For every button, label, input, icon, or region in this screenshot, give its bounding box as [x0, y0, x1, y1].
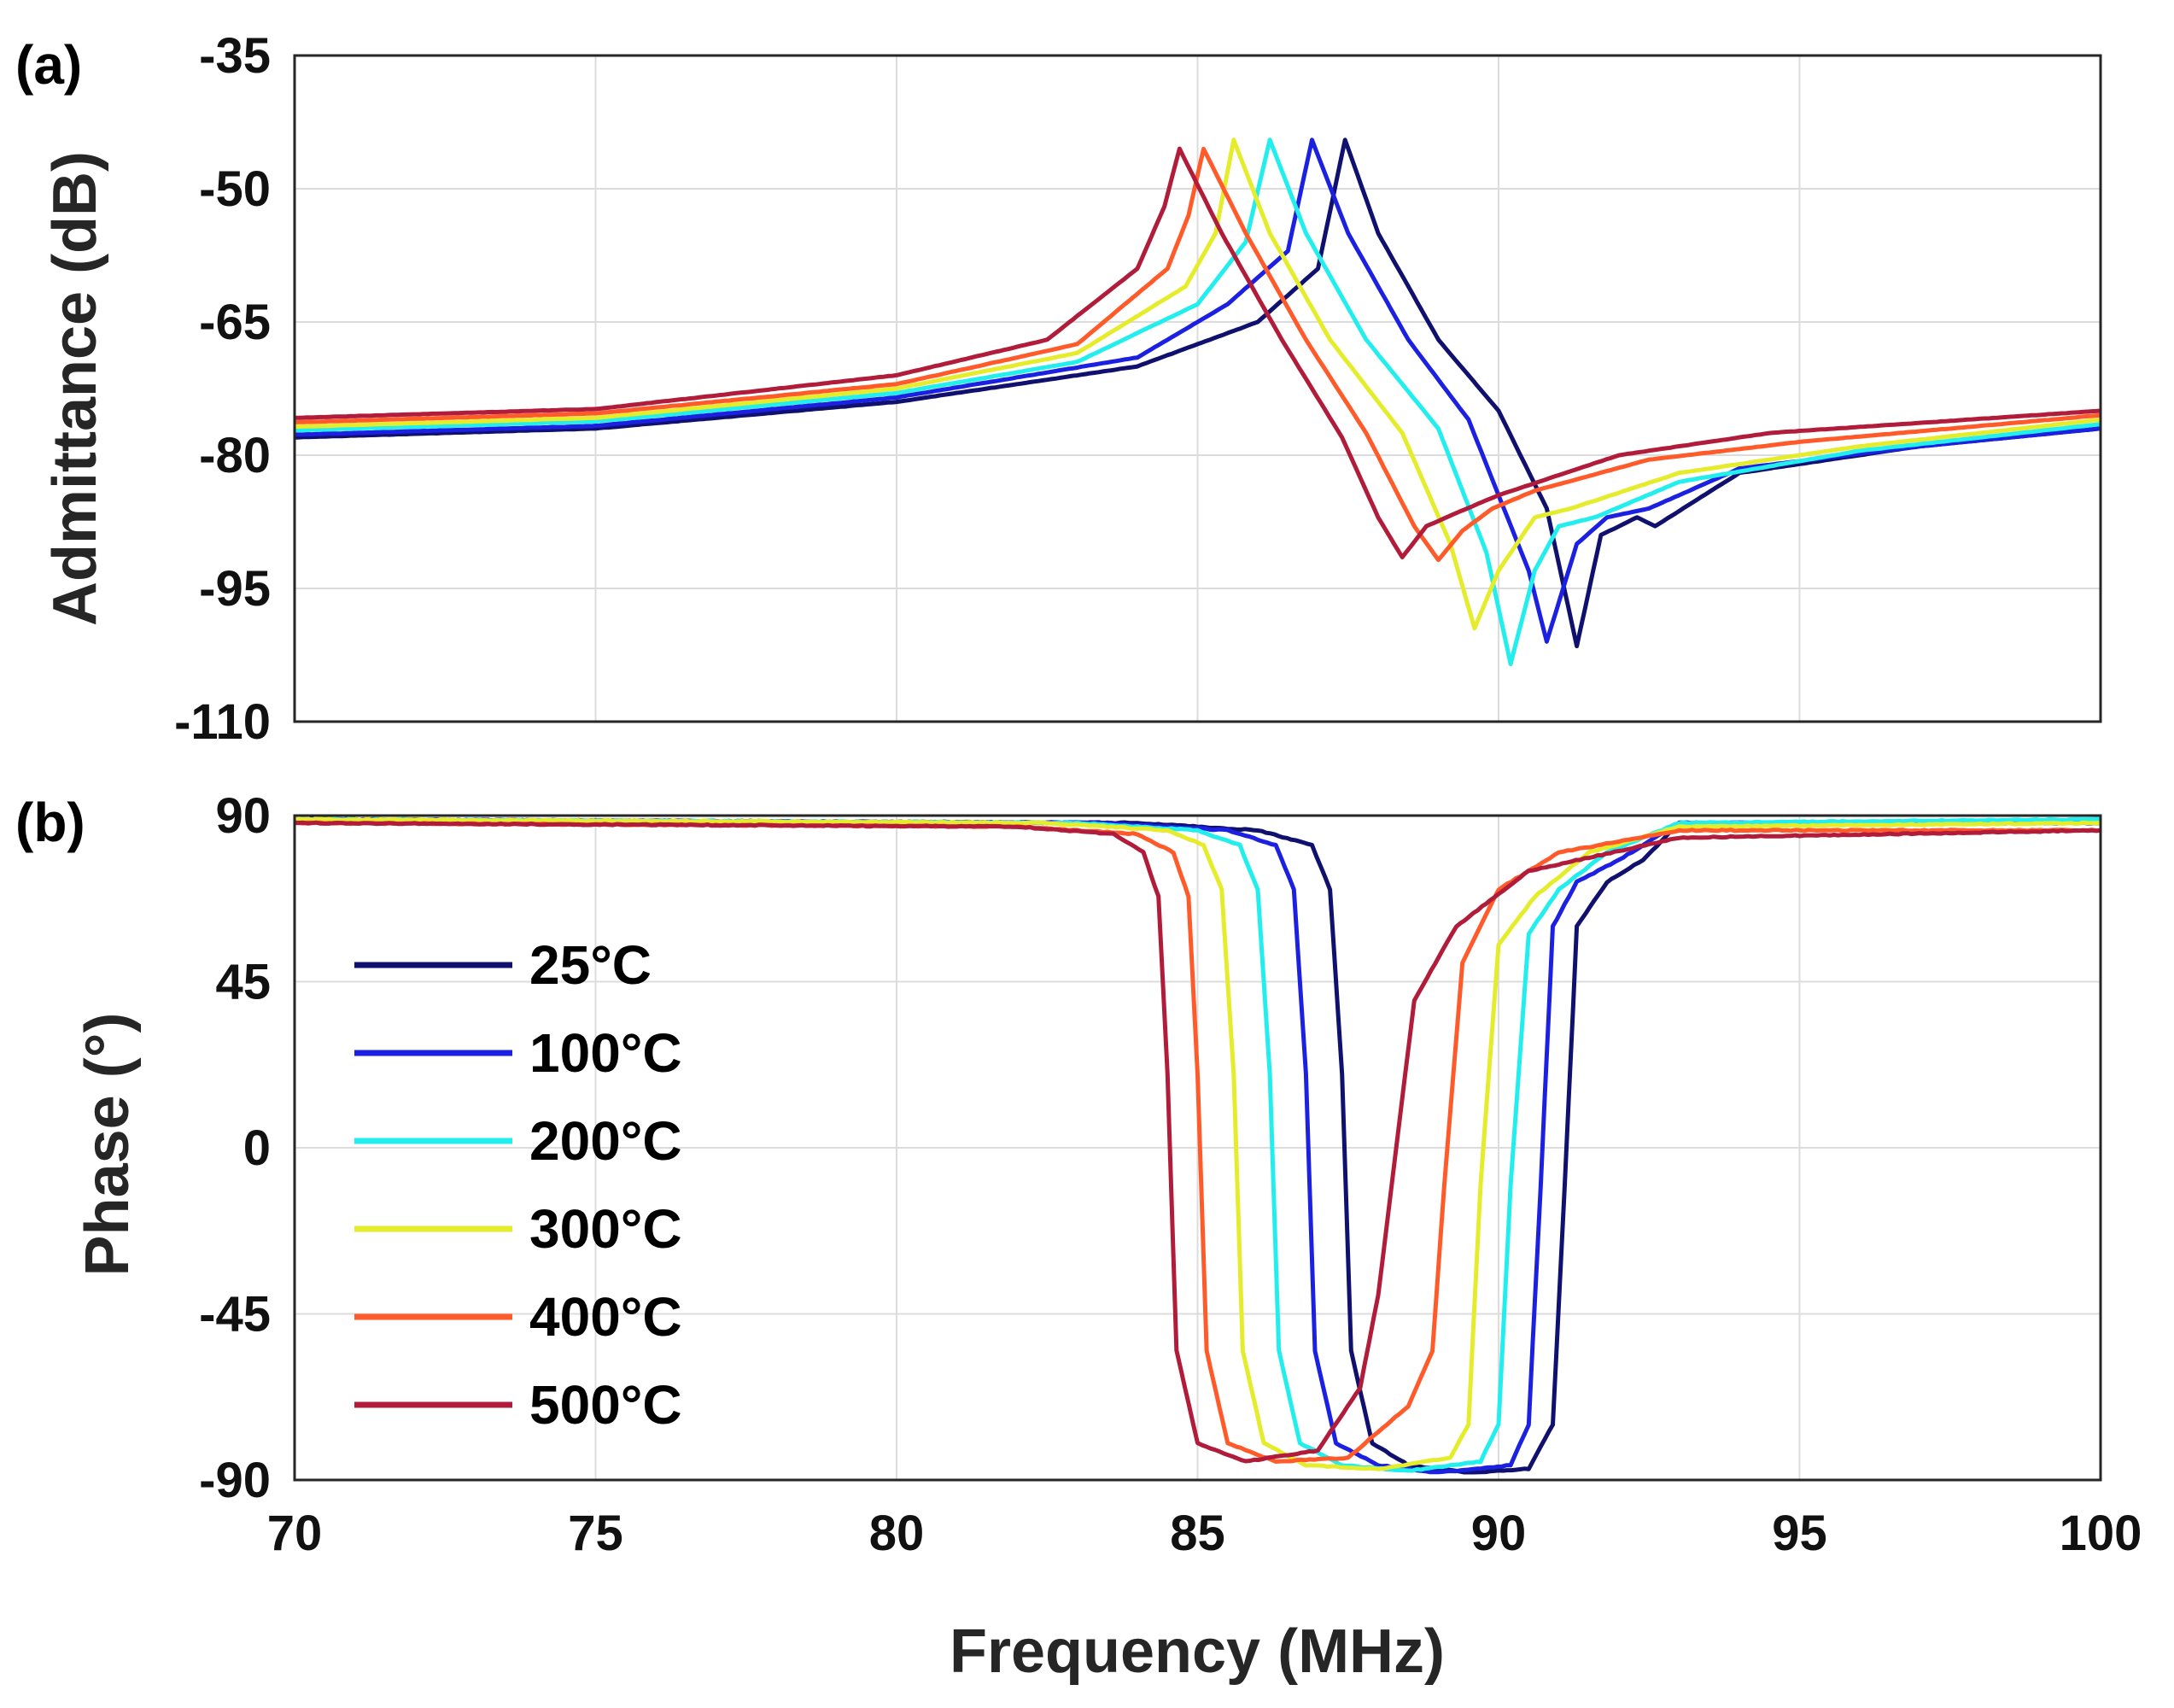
phase-series-500c: [294, 820, 2101, 1464]
phase-y-tick-label: 0: [243, 1120, 271, 1176]
legend-label: 400°C: [529, 1286, 682, 1348]
phase-series-300c: [294, 816, 2101, 1471]
legend-label: 200°C: [529, 1110, 682, 1172]
admittance-y-tick-label: -65: [199, 295, 271, 350]
phase-y-axis-label: Phase (°): [73, 1013, 142, 1277]
admittance-series-500c: [294, 146, 2101, 559]
admittance-panel: -35 -50 -65 -80 -95 -110 (a) Admittance (dB): [15, 28, 2102, 750]
frequency-x-tick-label: 100: [2060, 1506, 2142, 1561]
admittance-y-axis-label: Admittance (dB): [41, 151, 109, 626]
phase-y-tick-label: -90: [199, 1453, 271, 1508]
phase-y-ticks: 90 45 0 -45 -90: [199, 788, 271, 1508]
admittance-y-ticks: -35 -50 -65 -80 -95 -110: [174, 28, 271, 750]
temperature-legend: 25°C 100°C 200°C 300°C 400°C 500°C: [354, 934, 682, 1436]
admittance-y-tick-label: -110: [174, 694, 271, 750]
phase-plot-frame: [293, 814, 2102, 1482]
panel-label-a: (a): [15, 34, 82, 96]
frequency-x-tick-label: 75: [568, 1506, 623, 1561]
phase-y-tick-label: 90: [215, 788, 271, 844]
phase-panel: 90 45 0 -45 -90 70 75 80 85 90 95 100 (b) Phase (°…: [15, 788, 2142, 1686]
phase-y-tick-label: -45: [199, 1287, 271, 1342]
admittance-series-400c: [294, 146, 2101, 563]
admittance-y-tick-label: -50: [199, 161, 271, 217]
admittance-series-200c: [294, 137, 2101, 667]
legend-label: 300°C: [529, 1198, 682, 1260]
frequency-x-ticks: 70 75 80 85 90 95 100: [267, 1506, 2142, 1561]
panel-label-b: (b): [15, 792, 85, 853]
frequency-x-tick-label: 90: [1471, 1506, 1527, 1561]
admittance-series-group: [294, 137, 2101, 667]
frequency-x-tick-label: 70: [267, 1506, 323, 1561]
legend-label: 25°C: [529, 934, 652, 996]
admittance-series-25c: [294, 137, 2101, 649]
legend-label: 500°C: [529, 1374, 682, 1436]
phase-series-group: [294, 816, 2101, 1475]
admittance-series-300c: [294, 137, 2101, 631]
frequency-x-tick-label: 85: [1170, 1506, 1225, 1561]
admittance-y-tick-label: -35: [199, 28, 271, 84]
admittance-y-tick-label: -95: [199, 561, 271, 617]
admittance-plot-frame: [293, 54, 2102, 723]
frequency-x-tick-label: 80: [869, 1506, 925, 1561]
admittance-y-tick-label: -80: [199, 428, 271, 483]
legend-label: 100°C: [529, 1022, 682, 1084]
frequency-x-tick-label: 95: [1772, 1506, 1827, 1561]
admittance-grid: [294, 55, 2101, 722]
phase-y-tick-label: 45: [215, 955, 271, 1010]
frequency-x-axis-label: Frequency (MHz): [950, 1617, 1445, 1686]
